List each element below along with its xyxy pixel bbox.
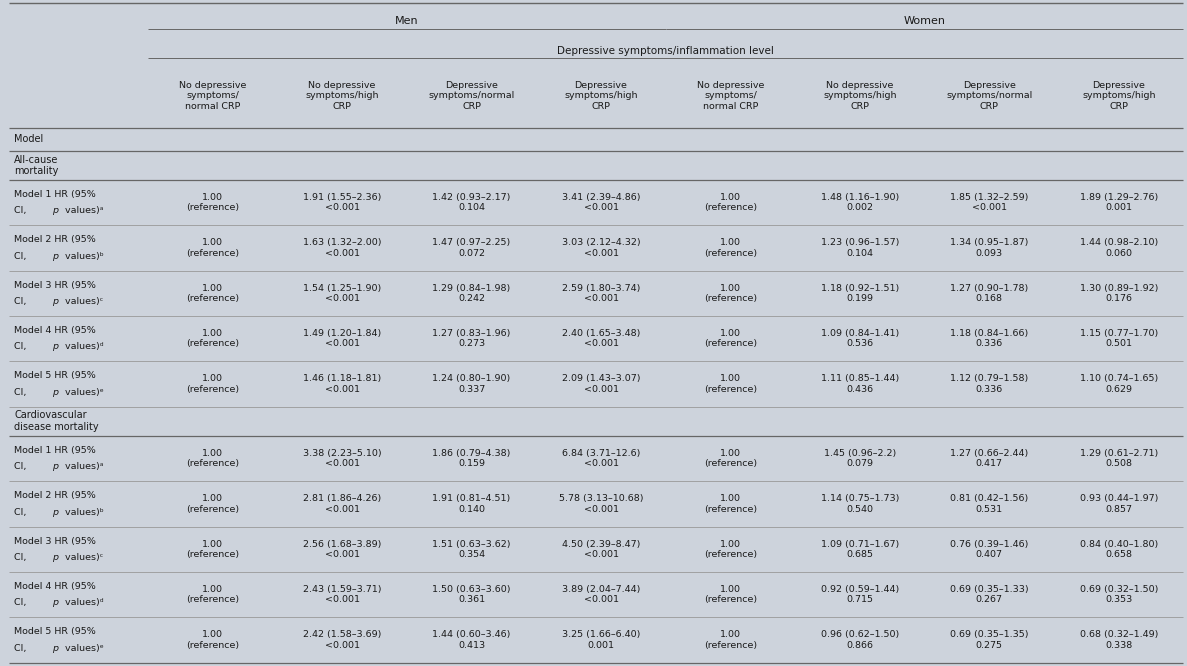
- Text: 1.11 (0.85–1.44)
0.436: 1.11 (0.85–1.44) 0.436: [820, 374, 899, 394]
- Text: values)ᵉ: values)ᵉ: [62, 388, 103, 397]
- Text: CI,: CI,: [14, 252, 30, 260]
- Text: No depressive
symptoms/
normal CRP: No depressive symptoms/ normal CRP: [697, 81, 764, 111]
- Text: Depressive
symptoms/normal
CRP: Depressive symptoms/normal CRP: [429, 81, 515, 111]
- Text: 3.89 (2.04–7.44)
<0.001: 3.89 (2.04–7.44) <0.001: [561, 585, 640, 604]
- Text: p: p: [52, 507, 58, 517]
- Text: 1.50 (0.63–3.60)
0.361: 1.50 (0.63–3.60) 0.361: [432, 585, 510, 604]
- Text: values)ᶜ: values)ᶜ: [62, 553, 103, 562]
- Text: Model 5 HR (95%: Model 5 HR (95%: [14, 627, 96, 636]
- Text: CI,: CI,: [14, 342, 30, 352]
- Text: Model 5 HR (95%: Model 5 HR (95%: [14, 372, 96, 380]
- Text: 0.81 (0.42–1.56)
0.531: 0.81 (0.42–1.56) 0.531: [950, 494, 1028, 513]
- Text: 2.59 (1.80–3.74)
<0.001: 2.59 (1.80–3.74) <0.001: [561, 284, 640, 303]
- Text: Women: Women: [903, 16, 946, 26]
- Text: 1.18 (0.92–1.51)
0.199: 1.18 (0.92–1.51) 0.199: [820, 284, 899, 303]
- Text: 1.09 (0.84–1.41)
0.536: 1.09 (0.84–1.41) 0.536: [820, 329, 899, 348]
- Text: 1.00
(reference): 1.00 (reference): [186, 494, 240, 513]
- Text: p: p: [52, 643, 58, 653]
- Text: values)ᵈ: values)ᵈ: [62, 598, 103, 607]
- Text: Model 2 HR (95%: Model 2 HR (95%: [14, 235, 96, 244]
- Text: p: p: [52, 252, 58, 260]
- Text: 0.96 (0.62–1.50)
0.866: 0.96 (0.62–1.50) 0.866: [820, 630, 899, 650]
- Text: All-cause
mortality: All-cause mortality: [14, 155, 58, 176]
- Text: Model 4 HR (95%: Model 4 HR (95%: [14, 326, 96, 335]
- Text: 1.00
(reference): 1.00 (reference): [704, 539, 757, 559]
- Text: 1.14 (0.75–1.73)
0.540: 1.14 (0.75–1.73) 0.540: [820, 494, 899, 513]
- Text: No depressive
symptoms/high
CRP: No depressive symptoms/high CRP: [305, 81, 379, 111]
- Text: 1.44 (0.98–2.10)
0.060: 1.44 (0.98–2.10) 0.060: [1080, 238, 1157, 258]
- Text: 1.00
(reference): 1.00 (reference): [704, 329, 757, 348]
- Text: Cardiovascular
disease mortality: Cardiovascular disease mortality: [14, 410, 99, 432]
- Text: 1.24 (0.80–1.90)
0.337: 1.24 (0.80–1.90) 0.337: [432, 374, 510, 394]
- Text: 3.25 (1.66–6.40)
0.001: 3.25 (1.66–6.40) 0.001: [561, 630, 640, 650]
- Text: values)ᵈ: values)ᵈ: [62, 342, 103, 352]
- Text: 1.00
(reference): 1.00 (reference): [186, 539, 240, 559]
- Text: 1.00
(reference): 1.00 (reference): [704, 193, 757, 212]
- Text: 1.00
(reference): 1.00 (reference): [704, 494, 757, 513]
- Text: values)ᵃ: values)ᵃ: [62, 462, 103, 472]
- Text: 5.78 (3.13–10.68)
<0.001: 5.78 (3.13–10.68) <0.001: [559, 494, 643, 513]
- Text: 1.30 (0.89–1.92)
0.176: 1.30 (0.89–1.92) 0.176: [1079, 284, 1157, 303]
- Text: p: p: [52, 206, 58, 215]
- Text: 0.69 (0.35–1.35)
0.275: 0.69 (0.35–1.35) 0.275: [950, 630, 1029, 650]
- Text: 0.69 (0.35–1.33)
0.267: 0.69 (0.35–1.33) 0.267: [950, 585, 1029, 604]
- Text: 1.51 (0.63–3.62)
0.354: 1.51 (0.63–3.62) 0.354: [432, 539, 510, 559]
- Text: Model 3 HR (95%: Model 3 HR (95%: [14, 537, 96, 545]
- Text: 1.09 (0.71–1.67)
0.685: 1.09 (0.71–1.67) 0.685: [820, 539, 899, 559]
- Text: 2.40 (1.65–3.48)
<0.001: 2.40 (1.65–3.48) <0.001: [561, 329, 640, 348]
- Text: CI,: CI,: [14, 507, 30, 517]
- Text: 0.93 (0.44–1.97)
0.857: 0.93 (0.44–1.97) 0.857: [1079, 494, 1157, 513]
- Text: 1.00
(reference): 1.00 (reference): [704, 284, 757, 303]
- Text: 1.54 (1.25–1.90)
<0.001: 1.54 (1.25–1.90) <0.001: [303, 284, 381, 303]
- Text: 1.00
(reference): 1.00 (reference): [186, 630, 240, 650]
- Text: p: p: [52, 462, 58, 472]
- Text: values)ᵇ: values)ᵇ: [62, 252, 103, 260]
- Text: 1.00
(reference): 1.00 (reference): [186, 329, 240, 348]
- Text: 1.00
(reference): 1.00 (reference): [186, 238, 240, 258]
- Text: CI,: CI,: [14, 553, 30, 562]
- Text: p: p: [52, 598, 58, 607]
- Text: 1.86 (0.79–4.38)
0.159: 1.86 (0.79–4.38) 0.159: [432, 449, 510, 468]
- Text: 1.63 (1.32–2.00)
<0.001: 1.63 (1.32–2.00) <0.001: [303, 238, 381, 258]
- Text: 1.91 (1.55–2.36)
<0.001: 1.91 (1.55–2.36) <0.001: [303, 193, 381, 212]
- Text: 1.47 (0.97–2.25)
0.072: 1.47 (0.97–2.25) 0.072: [432, 238, 510, 258]
- Text: 1.10 (0.74–1.65)
0.629: 1.10 (0.74–1.65) 0.629: [1080, 374, 1157, 394]
- Text: p: p: [52, 388, 58, 397]
- Text: 1.34 (0.95–1.87)
0.093: 1.34 (0.95–1.87) 0.093: [950, 238, 1028, 258]
- Text: 1.23 (0.96–1.57)
0.104: 1.23 (0.96–1.57) 0.104: [820, 238, 899, 258]
- Text: Depressive
symptoms/normal
CRP: Depressive symptoms/normal CRP: [946, 81, 1033, 111]
- Text: 2.56 (1.68–3.89)
<0.001: 2.56 (1.68–3.89) <0.001: [303, 539, 381, 559]
- Text: 1.89 (1.29–2.76)
0.001: 1.89 (1.29–2.76) 0.001: [1080, 193, 1157, 212]
- Text: p: p: [52, 342, 58, 352]
- Text: CI,: CI,: [14, 643, 30, 653]
- Text: 1.00
(reference): 1.00 (reference): [186, 374, 240, 394]
- Text: No depressive
symptoms/high
CRP: No depressive symptoms/high CRP: [823, 81, 896, 111]
- Text: 6.84 (3.71–12.6)
<0.001: 6.84 (3.71–12.6) <0.001: [561, 449, 640, 468]
- Text: 1.29 (0.84–1.98)
0.242: 1.29 (0.84–1.98) 0.242: [432, 284, 510, 303]
- Text: Model 1 HR (95%: Model 1 HR (95%: [14, 446, 96, 455]
- Text: 1.27 (0.83–1.96)
0.273: 1.27 (0.83–1.96) 0.273: [432, 329, 510, 348]
- Text: 1.00
(reference): 1.00 (reference): [186, 284, 240, 303]
- Text: 1.49 (1.20–1.84)
<0.001: 1.49 (1.20–1.84) <0.001: [303, 329, 381, 348]
- Text: 0.84 (0.40–1.80)
0.658: 0.84 (0.40–1.80) 0.658: [1080, 539, 1157, 559]
- Text: 1.48 (1.16–1.90)
0.002: 1.48 (1.16–1.90) 0.002: [820, 193, 899, 212]
- Text: CI,: CI,: [14, 388, 30, 397]
- Text: 1.00
(reference): 1.00 (reference): [704, 238, 757, 258]
- Text: CI,: CI,: [14, 206, 30, 215]
- Text: 1.00
(reference): 1.00 (reference): [704, 585, 757, 604]
- Text: 1.27 (0.66–2.44)
0.417: 1.27 (0.66–2.44) 0.417: [950, 449, 1028, 468]
- Text: Model: Model: [14, 135, 44, 145]
- Text: 1.29 (0.61–2.71)
0.508: 1.29 (0.61–2.71) 0.508: [1080, 449, 1157, 468]
- Text: 2.81 (1.86–4.26)
<0.001: 2.81 (1.86–4.26) <0.001: [303, 494, 381, 513]
- Text: 2.43 (1.59–3.71)
<0.001: 2.43 (1.59–3.71) <0.001: [303, 585, 381, 604]
- Text: 1.00
(reference): 1.00 (reference): [704, 449, 757, 468]
- Text: 1.00
(reference): 1.00 (reference): [186, 193, 240, 212]
- Text: Depressive
symptoms/high
CRP: Depressive symptoms/high CRP: [1083, 81, 1155, 111]
- Text: CI,: CI,: [14, 297, 30, 306]
- Text: CI,: CI,: [14, 462, 30, 472]
- Text: 1.42 (0.93–2.17)
0.104: 1.42 (0.93–2.17) 0.104: [432, 193, 510, 212]
- Text: 1.00
(reference): 1.00 (reference): [186, 585, 240, 604]
- Text: Model 1 HR (95%: Model 1 HR (95%: [14, 190, 96, 199]
- Text: Depressive
symptoms/high
CRP: Depressive symptoms/high CRP: [564, 81, 637, 111]
- Text: 1.45 (0.96–2.2)
0.079: 1.45 (0.96–2.2) 0.079: [824, 449, 896, 468]
